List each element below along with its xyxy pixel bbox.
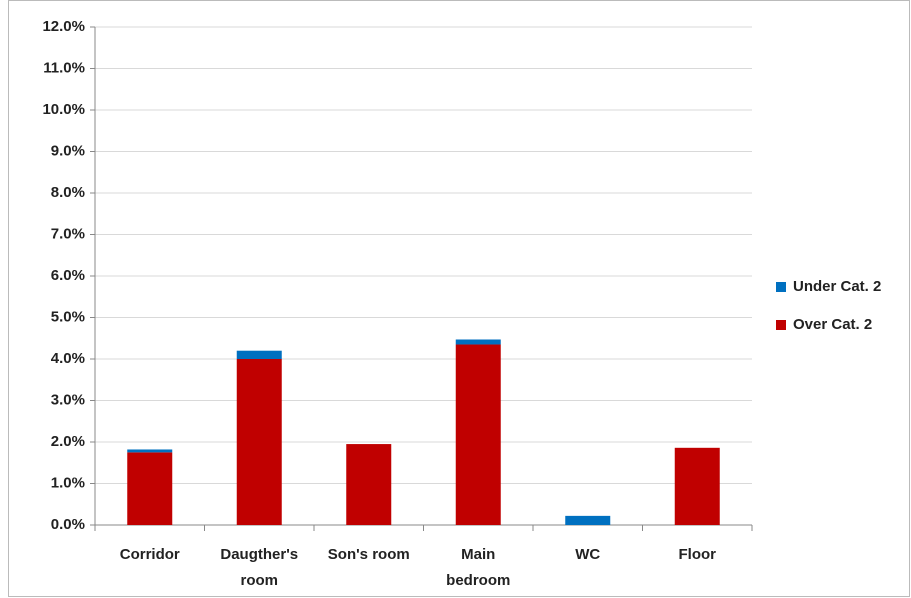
y-tick-label: 3.0% xyxy=(51,391,85,408)
bar-segment xyxy=(236,350,282,359)
y-tick-label: 4.0% xyxy=(51,350,85,367)
y-tick-label: 12.0% xyxy=(42,18,85,35)
x-tick-label: Son's room xyxy=(328,546,410,563)
x-tick-label: Corridor xyxy=(120,546,180,563)
bar-segment xyxy=(127,449,173,453)
bar-segment xyxy=(346,444,392,525)
bar-segment xyxy=(455,344,501,525)
x-tick-label: bedroom xyxy=(446,572,510,589)
y-tick-label: 11.0% xyxy=(43,59,85,76)
x-tick-label: room xyxy=(241,572,279,589)
bar-segment xyxy=(565,515,611,525)
bar-segment xyxy=(455,339,501,345)
x-tick-label: Main xyxy=(461,546,495,563)
y-tick-label: 2.0% xyxy=(51,433,85,450)
y-tick-label: 1.0% xyxy=(51,474,85,491)
bar-segment xyxy=(236,359,282,525)
bar-segment xyxy=(674,447,720,525)
x-tick-label: WC xyxy=(575,546,600,563)
x-tick-label: Daugther's xyxy=(220,546,298,563)
legend-label: Over Cat. 2 xyxy=(793,316,872,333)
y-tick-label: 5.0% xyxy=(51,308,85,325)
legend-label: Under Cat. 2 xyxy=(793,278,881,295)
y-tick-label: 10.0% xyxy=(42,101,85,118)
y-tick-label: 9.0% xyxy=(51,142,85,159)
y-tick-label: 8.0% xyxy=(51,184,85,201)
bar-segment xyxy=(127,452,173,525)
y-tick-label: 0.0% xyxy=(51,516,85,533)
legend-swatch xyxy=(776,320,786,330)
x-tick-label: Floor xyxy=(679,546,717,563)
legend-swatch xyxy=(776,282,786,292)
y-tick-label: 7.0% xyxy=(51,225,85,242)
y-tick-label: 6.0% xyxy=(51,267,85,284)
